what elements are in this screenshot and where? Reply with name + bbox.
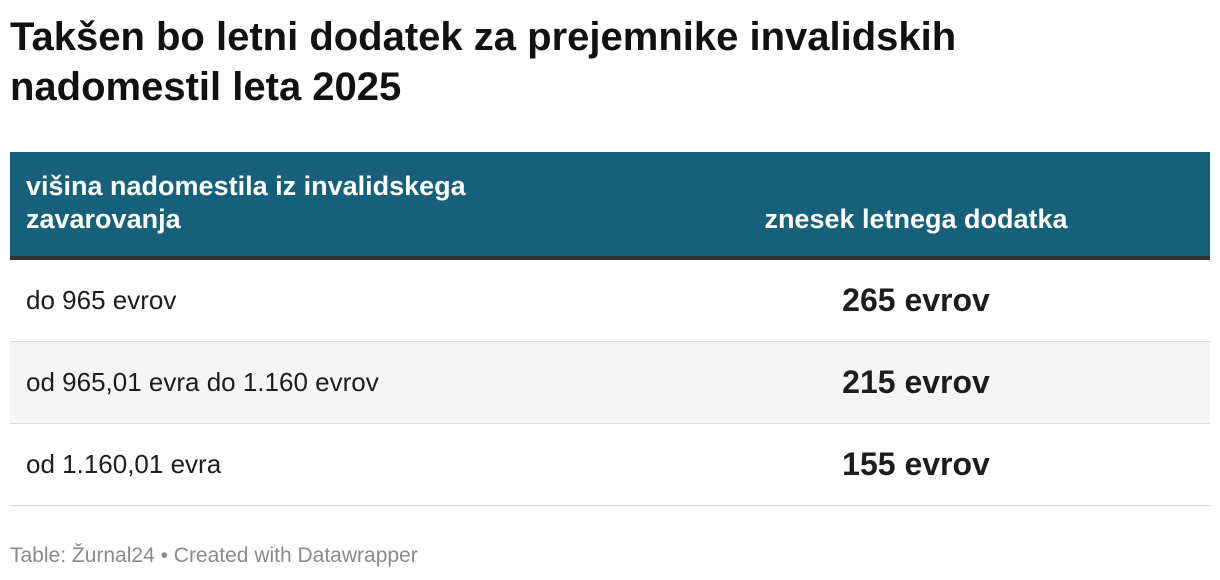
cell: 215 evrov: [622, 341, 1210, 424]
footer: Table: Žurnal24 • Created with Datawrapp…: [10, 544, 418, 567]
row: od 1.160,01 evra 155 evrov: [10, 423, 1210, 506]
table-body: do 965 evrov 265 evrov od 965,01 evra do 1…: [10, 258, 1210, 506]
row: od 965,01 evra do 1.160 evrov 215 evrov: [10, 341, 1210, 424]
cell: od 965,01 evra do 1.160 evrov: [10, 341, 622, 424]
row: do 965 evrov 265 evrov: [10, 258, 1210, 342]
title: Takšen bo letni dodatek za prejemnike in…: [10, 15, 957, 109]
cell: do 965 evrov: [10, 258, 622, 342]
column-header: znesek letnega dodatka: [622, 152, 1210, 260]
table: višina nadomestila iz invalidskega zavar…: [10, 152, 1210, 506]
cell: 155 evrov: [622, 423, 1210, 506]
column-header: višina nadomestila iz invalidskega zavar…: [10, 152, 622, 260]
cell: od 1.160,01 evra: [10, 423, 622, 506]
header-row: višina nadomestila iz invalidskega zavar…: [10, 152, 1210, 260]
cell: 265 evrov: [622, 258, 1210, 342]
